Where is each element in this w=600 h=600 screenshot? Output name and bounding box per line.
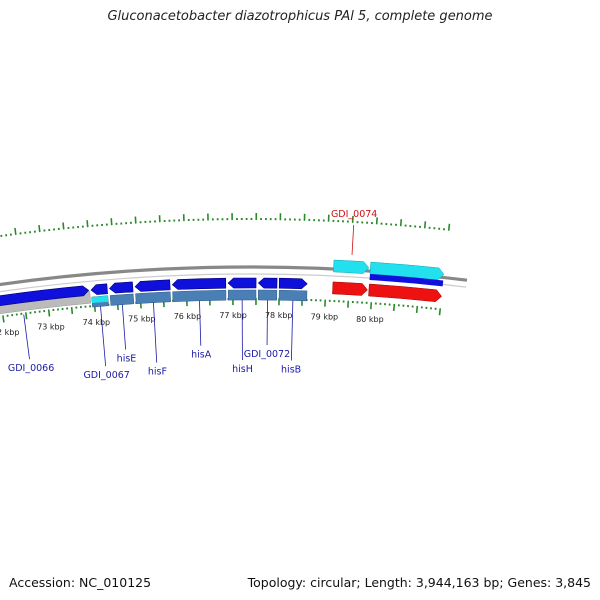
gene-label: GDI_0066	[8, 363, 54, 374]
outer-tick	[62, 222, 65, 230]
gene-feature-gdi_0067	[90, 283, 109, 308]
kbp-tick-label: 77 kbp	[219, 311, 247, 320]
gene-label: GDI_0072	[244, 349, 290, 360]
gene-feature-hisf	[134, 279, 171, 304]
outer-tick	[447, 223, 451, 231]
inner-tick	[2, 315, 5, 323]
inner-tick	[70, 306, 74, 315]
outer-tick	[423, 221, 427, 229]
gene-label: hisF	[148, 367, 167, 378]
gene-feature-gdi_0074	[332, 259, 445, 302]
labels: 72 kbp 73 kbp 74 kbp 75 kbp 76 kbp 77 kbp 78 k…	[0, 209, 384, 381]
gene-feature-hisa	[171, 277, 227, 302]
inner-tick	[392, 303, 396, 311]
outer-tick	[38, 225, 41, 233]
inner-tick	[24, 312, 28, 320]
gene-leader-line	[23, 314, 30, 360]
accession-text: Accession: NC_010125	[9, 575, 152, 590]
kbp-tick-label: 78 kbp	[265, 311, 293, 320]
gene-label: hisB	[281, 365, 301, 376]
kbp-tick-label: 79 kbp	[311, 313, 339, 322]
features	[0, 259, 445, 315]
kbp-tick-label: 73 kbp	[37, 322, 65, 331]
map-title: Gluconacetobacter diazotrophicus PAl 5, …	[107, 9, 493, 24]
gene-feature-gdi_0066	[0, 285, 90, 307]
gene-label: hisE	[117, 353, 137, 364]
gene-leader-line	[153, 302, 158, 363]
kbp-tick-label: 75 kbp	[128, 314, 156, 323]
gene-leader-line	[199, 300, 202, 346]
gene-leader-line	[351, 224, 355, 255]
kbp-tick-label: 76 kbp	[174, 312, 202, 321]
gene-label: hisH	[232, 364, 253, 375]
gene-label: hisA	[191, 350, 212, 361]
kbp-tick-label: 74 kbp	[83, 318, 111, 327]
outer-tick	[110, 218, 113, 226]
gene-leader-line	[291, 300, 294, 361]
kbp-tick-label: 72 kbp	[0, 328, 19, 337]
gene-feature-gdi_0072	[257, 277, 278, 301]
gene-leader-line	[121, 304, 127, 350]
gene-leader-line	[100, 306, 107, 367]
kbp-tick-label: 80 kbp	[356, 315, 384, 324]
gene-label: GDI_0074	[331, 209, 377, 220]
gene-label: GDI_0067	[83, 370, 129, 381]
inner-tick	[438, 308, 442, 316]
gene-feature-hise	[109, 281, 135, 306]
inner-tick	[415, 305, 419, 314]
gene-feature-hisb	[278, 277, 308, 302]
topology-summary: Topology: circular; Length: 3,944,163 bp…	[247, 575, 591, 590]
outer-tick	[399, 219, 403, 227]
outer-tick	[86, 220, 89, 228]
outer-tick	[14, 227, 17, 236]
inner-tick	[47, 309, 51, 317]
gene-feature-hish	[227, 277, 257, 301]
